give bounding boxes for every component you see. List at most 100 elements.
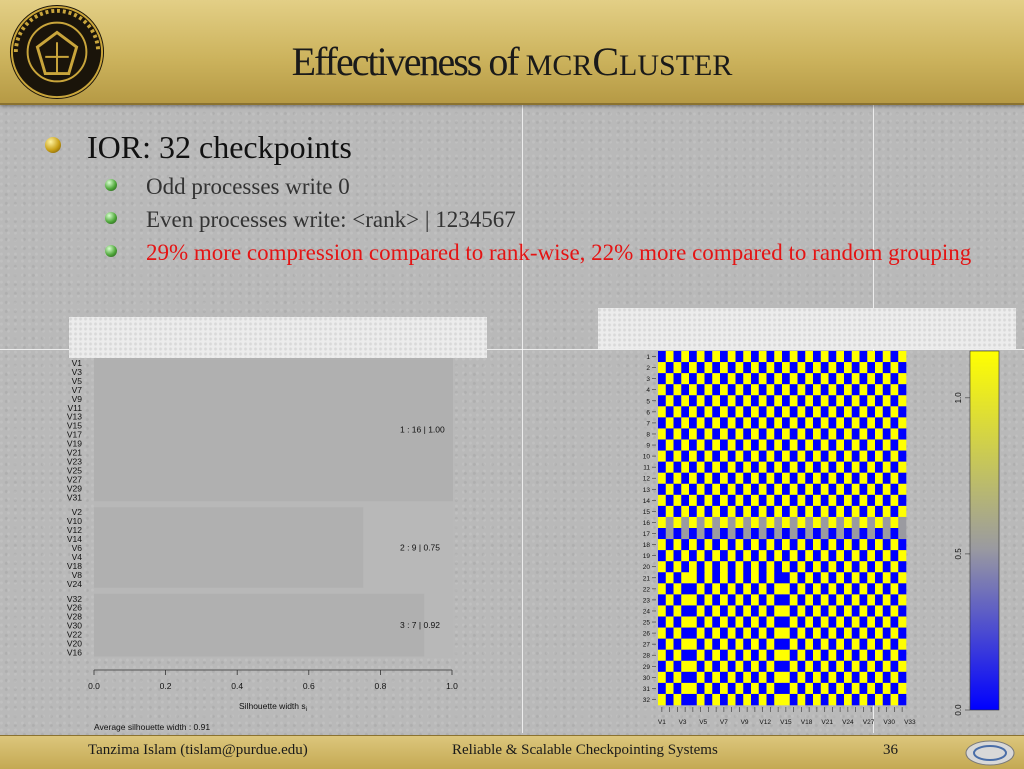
heatmap-cell	[820, 450, 829, 462]
heatmap-cell	[696, 561, 705, 573]
heatmap-cell	[813, 528, 822, 540]
heatmap-cell	[681, 616, 690, 628]
heatmap-cell	[882, 472, 891, 485]
heatmap-cell	[720, 384, 729, 396]
silhouette-row-label: V2	[72, 507, 83, 517]
heatmap-cell	[758, 627, 767, 639]
heatmap-cell	[727, 417, 736, 429]
heatmap-cell	[797, 682, 806, 695]
heatmap-cell	[789, 417, 798, 429]
heatmap-cell	[828, 362, 837, 374]
heatmap-cell	[813, 461, 822, 473]
heatmap-cell	[820, 572, 829, 584]
heatmap-cell	[867, 638, 876, 650]
heatmap-cell	[813, 483, 822, 496]
heatmap-cell	[797, 362, 806, 374]
heatmap-cell	[875, 583, 884, 595]
heatmap-cell	[844, 450, 853, 462]
heatmap-cell	[851, 693, 860, 706]
heatmap-cell	[898, 638, 907, 650]
heatmap-row-label: 2	[646, 365, 650, 372]
heatmap-cell	[867, 439, 876, 451]
heatmap-cell	[735, 550, 744, 562]
heatmap-cell	[859, 351, 868, 363]
heatmap-cell	[851, 351, 860, 363]
heatmap-cell	[789, 539, 798, 551]
heatmap-cell	[727, 605, 736, 617]
heatmap-cell	[696, 550, 705, 562]
heatmap-cell	[890, 362, 899, 374]
heatmap-cell	[882, 362, 891, 374]
heatmap-cell	[712, 561, 721, 573]
heatmap-cell	[867, 472, 876, 485]
heatmap-cell	[782, 461, 791, 473]
heatmap-cell	[704, 539, 713, 551]
heatmap-cell	[720, 428, 729, 440]
heatmap-cell	[851, 572, 860, 584]
heatmap-cell	[789, 516, 798, 529]
heatmap-cell	[898, 450, 907, 462]
heatmap-cell	[658, 450, 667, 462]
heatmap-cell	[720, 483, 729, 496]
heatmap-cell	[828, 351, 837, 363]
heatmap-cell	[890, 439, 899, 451]
heatmap-cell	[696, 572, 705, 584]
heatmap-cell	[743, 351, 752, 363]
heatmap-cell	[867, 516, 876, 529]
heatmap-cell	[875, 649, 884, 662]
heatmap-cell	[813, 682, 822, 695]
heatmap-cell	[797, 671, 806, 684]
heatmap-cell	[805, 351, 814, 363]
heatmap-cell	[898, 528, 907, 540]
heatmap-cell	[774, 439, 783, 451]
x-tick-label: 1.0	[446, 681, 458, 691]
heatmap-cell	[851, 362, 860, 374]
silhouette-row-label: V18	[67, 561, 82, 571]
heatmap-cell	[890, 428, 899, 440]
heatmap-cell	[712, 671, 721, 684]
heatmap-cell	[774, 627, 783, 639]
heatmap-cell	[890, 638, 899, 650]
heatmap-cell	[681, 627, 690, 639]
heatmap-cell	[727, 616, 736, 628]
heatmap-cell	[898, 505, 907, 518]
heatmap-cell	[867, 583, 876, 595]
heatmap-cell	[774, 660, 783, 673]
heatmap-cell	[844, 682, 853, 695]
silhouette-row-label: V9	[72, 394, 83, 404]
heatmap-cell	[789, 671, 798, 684]
heatmap-cell	[820, 550, 829, 562]
heatmap-cell	[898, 616, 907, 628]
heatmap-cell	[820, 516, 829, 529]
heatmap-cell	[805, 616, 814, 628]
heatmap-cell	[689, 483, 698, 496]
x-tick-label: 0.0	[88, 681, 100, 691]
heatmap-cell	[658, 406, 667, 418]
heatmap-cell	[789, 583, 798, 595]
heatmap-cell	[890, 616, 899, 628]
heatmap-cell	[882, 351, 891, 363]
heatmap-cell	[665, 693, 674, 706]
heatmap-cell	[851, 682, 860, 695]
heatmap-cell	[859, 671, 868, 684]
heatmap-cell	[681, 395, 690, 407]
heatmap-cell	[766, 450, 775, 462]
heatmap-cell	[720, 605, 729, 617]
silhouette-cluster-bar	[94, 593, 425, 657]
heatmap-cell	[758, 395, 767, 407]
heatmap-cell	[859, 417, 868, 429]
heatmap-cell	[720, 505, 729, 518]
heatmap-cell	[797, 483, 806, 496]
heatmap-cell	[774, 693, 783, 706]
heatmap-cell	[890, 395, 899, 407]
heatmap-cell	[758, 461, 767, 473]
heatmap-cell	[875, 561, 884, 573]
slide-title: Effectiveness of MCRCLUSTER	[291, 39, 733, 84]
heatmap-cell	[851, 472, 860, 485]
heatmap-cell	[898, 583, 907, 595]
heatmap-cell	[836, 605, 845, 617]
heatmap-cell	[782, 572, 791, 584]
heatmap-cell	[875, 671, 884, 684]
heatmap-cell	[851, 671, 860, 684]
heatmap-cell	[859, 505, 868, 518]
